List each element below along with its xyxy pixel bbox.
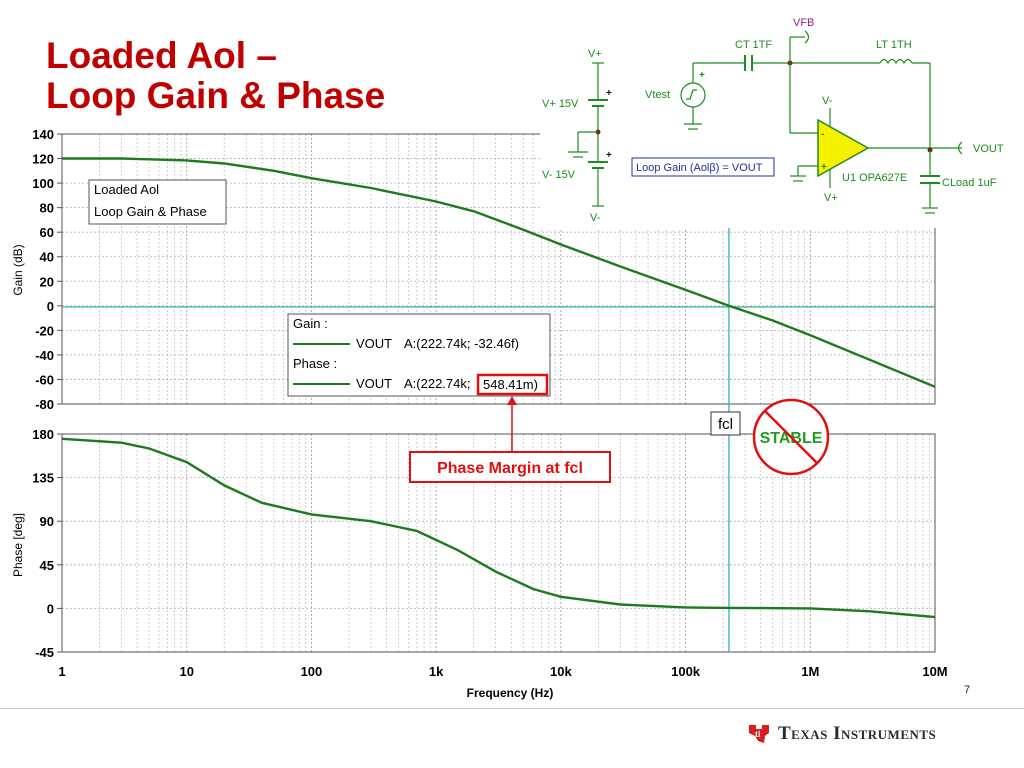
phase-margin-label: Phase Margin at fcl (437, 460, 583, 477)
gain-tick-label: 20 (40, 274, 54, 289)
ti-logo: ti Texas Instruments (746, 722, 936, 746)
label-vout: VOUT (973, 143, 1004, 155)
gain-tick-label: 120 (32, 152, 54, 167)
label-vplus-src: V+ 15V (542, 98, 579, 110)
phase-tick-label: 180 (32, 427, 54, 442)
legend-line2: Loop Gain & Phase (94, 204, 207, 219)
label-cload: CLoad 1uF (942, 177, 997, 189)
stable-stamp: STABLE (752, 398, 830, 476)
label-opamp-vminus: V- (822, 95, 833, 107)
gain-tick-label: 0 (47, 299, 54, 314)
gain-tick-label: 40 (40, 250, 54, 265)
svg-text:ti: ti (755, 729, 761, 739)
phase-tick-label: 90 (40, 514, 54, 529)
label-vminus-src: V- 15V (542, 169, 576, 181)
x-tick-label: 1 (58, 664, 65, 679)
phase-margin-highlight (476, 373, 549, 396)
x-tick-label: 100k (671, 664, 701, 679)
label-vfb: VFB (793, 17, 814, 29)
schematic-labels: VFB CT 1TF LT 1TH V+ V+ 15V V- 15V V- Vt… (542, 17, 1004, 224)
cursor-phase-value-a: A:(222.74k; (404, 376, 471, 391)
x-tick-label: 10 (179, 664, 193, 679)
gain-tick-label: 140 (32, 127, 54, 142)
gain-tick-label: -80 (35, 397, 54, 412)
svg-text:+: + (699, 70, 705, 81)
gain-tick-label: -60 (35, 372, 54, 387)
cursor-gain-value: A:(222.74k; -32.46f) (404, 336, 519, 351)
fcl-label-box (710, 411, 741, 436)
phase-trace-vout (61, 437, 936, 619)
gain-tick-label: 60 (40, 225, 54, 240)
slide-title-line1: Loaded Aol – (46, 35, 277, 76)
loop-gain-label: Loop Gain (Aolβ) = VOUT (636, 162, 763, 174)
x-axis-label: Frequency (Hz) (467, 686, 554, 700)
phase-y-axis-label: Phase [deg] (11, 513, 25, 577)
x-tick-label: 1M (801, 664, 819, 679)
gain-plot-frame (61, 133, 936, 405)
gain-y-ticks: 140 120 100 80 60 40 20 0 -20 -40 -60 -80 (32, 127, 62, 412)
gain-tick-label: -20 (35, 323, 54, 338)
cursor-readout-box: Gain : VOUT A:(222.74k; -32.46f) Phase :… (287, 313, 551, 397)
slide-title-line2: Loop Gain & Phase (46, 75, 386, 116)
fcl-label: fcl (718, 416, 733, 433)
plot-legend: Loaded Aol Loop Gain & Phase (88, 179, 227, 225)
svg-text:+: + (606, 150, 612, 161)
footer-divider (0, 708, 1024, 709)
phase-tick-label: -45 (35, 645, 54, 660)
gain-y-axis-label: Gain (dB) (11, 244, 25, 295)
phase-margin-callout (409, 451, 611, 483)
legend-line1: Loaded Aol (94, 182, 159, 197)
x-tick-label: 10M (922, 664, 947, 679)
label-ct: CT 1TF (735, 39, 772, 51)
slide-number: 7 (964, 684, 971, 696)
label-vtest: Vtest (645, 89, 670, 101)
cursor-phase-value-b: 548.41m) (483, 377, 538, 392)
phase-plot-frame (61, 433, 936, 653)
x-tick-label: 1k (429, 664, 444, 679)
callout-arrow-head (507, 396, 517, 405)
x-tick-label: 100 (301, 664, 323, 679)
phase-tick-label: 135 (32, 471, 54, 486)
svg-text:+: + (606, 88, 612, 99)
gain-trace-vout (62, 157, 936, 388)
label-opamp-vplus: V+ (824, 192, 838, 204)
cursor-gain-label: VOUT (356, 336, 392, 351)
gain-tick-label: 80 (40, 201, 54, 216)
slide-title: Loaded Aol – Loop Gain & Phase (46, 36, 385, 116)
x-tick-label: 10k (550, 664, 572, 679)
phase-tick-label: 0 (47, 601, 54, 616)
polarity-marks: + + + - + (606, 70, 827, 173)
svg-text:-: - (821, 129, 824, 140)
cursor-phase-header: Phase : (293, 356, 337, 371)
gain-tick-label: -40 (35, 348, 54, 363)
gain-tick-label: 100 (32, 176, 54, 191)
label-vminus-bottom: V- (590, 212, 601, 224)
phase-y-ticks: 180 135 90 45 0 -45 (32, 427, 62, 660)
cursor-phase-label: VOUT (356, 376, 392, 391)
ti-state-icon: ti (749, 725, 769, 743)
ti-wordmark: Texas Instruments (778, 723, 937, 744)
label-lt: LT 1TH (876, 39, 912, 51)
schematic (540, 10, 1020, 228)
label-vplus-top: V+ (588, 48, 602, 60)
label-u1: U1 OPA627E (842, 172, 907, 184)
cursor-gain-header: Gain : (293, 316, 328, 331)
svg-text:+: + (821, 162, 827, 173)
phase-tick-label: 45 (40, 558, 54, 573)
x-tick-labels: 1 10 100 1k 10k 100k 1M 10M (58, 664, 947, 679)
